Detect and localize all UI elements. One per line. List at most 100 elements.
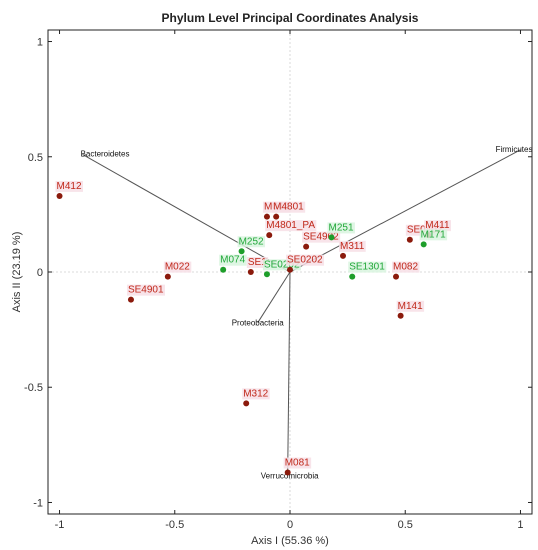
point-label-bg [242,388,270,400]
vector-label: Bacteroidetes [81,149,130,158]
point-marker [220,266,227,273]
point-label-bg [419,229,448,241]
point-marker [266,232,273,239]
point-label: M411 [425,220,450,231]
point-marker [406,236,413,243]
point-label: SE0202 [287,255,323,266]
point-label-bg [246,257,269,268]
point-label: M171 [421,229,446,240]
point-label: M412 [57,181,82,192]
sample-point: M074 [219,254,247,273]
point-marker [397,312,404,319]
sample-point: SE4902 [302,231,341,250]
point-label-bg [286,254,325,266]
sample-points: M412SE4901M022M074M252SE1SE0202M4801_PAM… [55,180,451,476]
point-label-bg [424,220,451,232]
x-tick-label: 1 [517,519,523,531]
point-label: M252 [239,236,264,247]
vector-label: Firmicutes [496,145,533,154]
point-label: M311 [340,241,365,252]
axis-ticks: -1 -0.5 0 0.5 1 -1 -0.5 0 0.5 1 [24,30,532,531]
point-marker [340,252,347,259]
point-marker [263,271,270,278]
point-marker [243,400,250,407]
point-label: SE1 [248,257,267,268]
point-marker [247,269,254,275]
point-marker [56,192,63,199]
point-label-bg [219,254,247,266]
vector-line [257,271,291,323]
point-label: SE4902 [303,232,339,243]
point-label-bg [262,259,301,271]
point-label-bg [396,300,425,312]
sample-point: SE4901 [126,284,165,303]
x-axis-label: Axis I (55.36 %) [251,535,329,547]
x-tick-label: 0.5 [398,519,413,531]
sample-point: M251 [327,222,355,241]
vector-line [82,154,291,273]
sample-point: M4801_PA [265,220,317,239]
point-marker [287,266,293,273]
point-label-bg [126,284,165,296]
point-marker [273,213,280,220]
point-label-bg [265,220,317,232]
point-label: SE0202 [264,259,300,270]
point-label: SE4901 [128,285,164,296]
point-label-bg [327,222,355,234]
point-label-bg [272,201,306,213]
y-tick-label: -1 [33,497,43,509]
point-marker [263,213,270,220]
sample-point: M4801 [272,201,306,220]
point-label-bg [55,180,83,192]
point-marker [328,234,335,241]
y-tick-label: -0.5 [24,382,43,394]
point-label-bg [163,261,192,273]
sample-point: SE1 [246,257,269,275]
sample-point: M311 [339,240,366,259]
vector-line [289,149,521,273]
sample-point: M252 [237,236,266,255]
vector-line [287,271,291,473]
vector-label: Verrucomicrobia [261,472,319,481]
point-label: SE1301 [349,262,385,273]
point-label-bg [339,240,366,252]
point-label-bg [302,231,341,243]
x-tick-label: -0.5 [165,519,184,531]
point-label: M4801_PA [266,220,315,231]
point-marker [303,243,310,250]
point-label: M022 [165,262,190,273]
point-label-bg [283,457,312,469]
point-label-bg [392,261,420,273]
sample-point: M082 [392,261,420,280]
sample-point: M171 [419,229,448,248]
point-label-bg [348,261,387,273]
y-axis-label: Axis II (23.19 %) [11,232,23,313]
point-marker [238,248,245,255]
point-marker [284,469,291,476]
point-label: M082 [393,262,418,273]
loading-vectors: Bacteroidetes Firmicutes Proteobacteria Ver… [81,145,533,481]
point-marker [393,273,400,280]
sample-point: SE0202 [262,259,301,278]
sample-point: M081 [283,457,312,476]
point-label: M4801 [273,202,304,213]
y-tick-label: 0 [37,267,43,279]
x-tick-label: -1 [55,519,65,531]
point-label: M251 [328,222,353,233]
point-label: M074 [220,255,245,266]
point-marker [127,296,134,303]
sample-point: SE0202 [286,254,325,273]
sample-point: M412 [55,180,83,199]
chart-title: Phylum Level Principal Coordinates Analy… [162,11,419,25]
y-tick-label: 0.5 [28,152,43,164]
y-tick-label: 1 [37,37,43,49]
point-marker [420,241,427,248]
vector-label: Proteobacteria [232,319,285,328]
sample-point: SE1301 [348,261,387,280]
point-marker [349,273,356,280]
point-marker [164,273,171,280]
point-label-bg [237,236,266,248]
sample-point: M312 [242,388,270,407]
x-tick-label: 0 [287,519,293,531]
